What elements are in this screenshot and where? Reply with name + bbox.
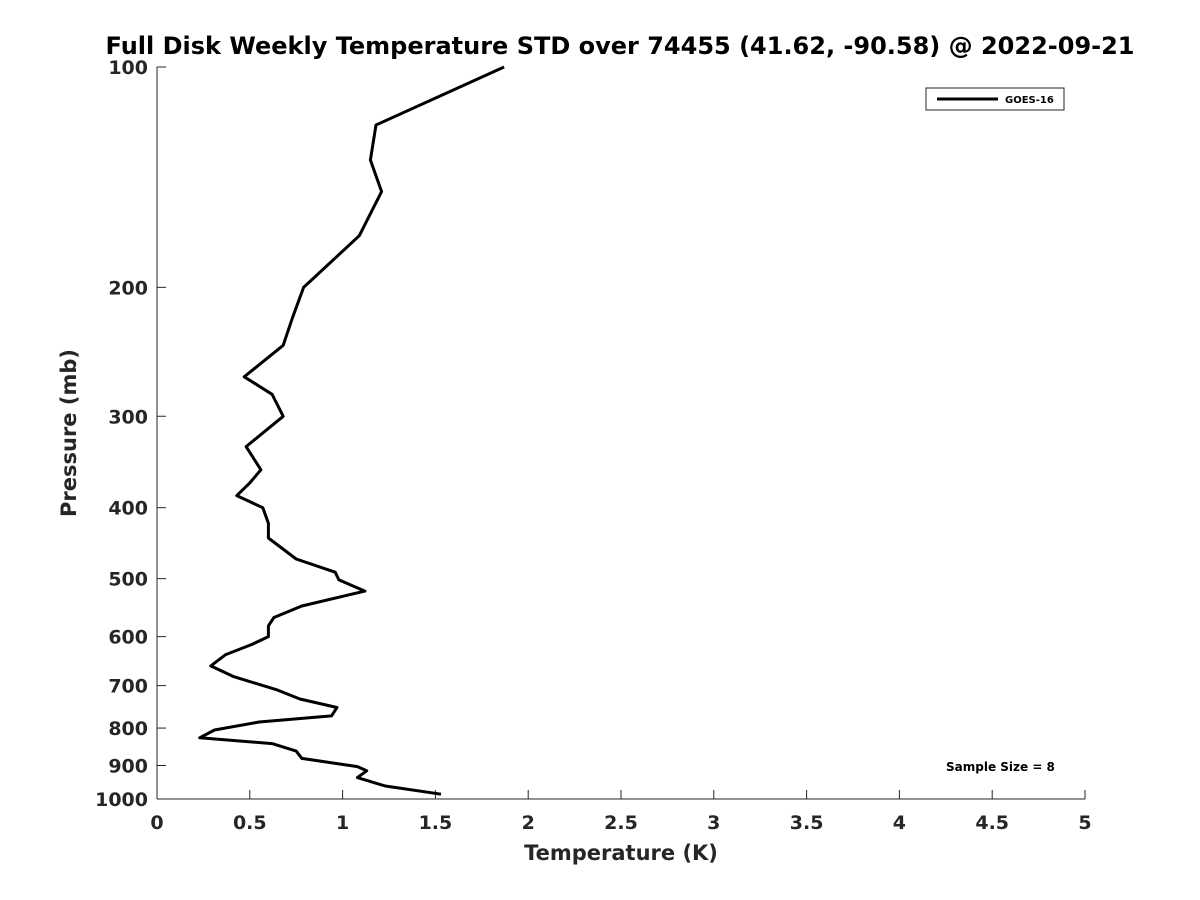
series-line-goes-16 (198, 65, 505, 796)
y-tick-label: 500 (108, 569, 148, 591)
y-axis-label: Pressure (mb) (57, 349, 81, 517)
x-tick-label: 2 (522, 812, 535, 834)
y-tick-label: 900 (108, 756, 148, 778)
x-axis-label: Temperature (K) (524, 841, 718, 865)
x-tick-label: 1.5 (419, 812, 453, 834)
legend: GOES-16 (925, 87, 1065, 111)
plot-area (157, 67, 1085, 799)
y-axis-ticks: 100 200 300 400 500 600 700 800 900 1000 (95, 57, 166, 811)
plot-background (157, 67, 1085, 799)
x-tick-label: 4.5 (975, 812, 1009, 834)
y-tick-label: 300 (108, 406, 148, 428)
y-tick-label: 400 (108, 498, 148, 520)
y-tick-label: 1000 (95, 789, 148, 811)
x-tick-label: 1 (336, 812, 349, 834)
y-tick-label: 200 (108, 277, 148, 299)
x-tick-label: 0.5 (233, 812, 267, 834)
x-tick-label: 5 (1078, 812, 1091, 834)
y-tick-label: 700 (108, 676, 148, 698)
x-axis-ticks: 0 0.5 1 1.5 2 2.5 3 3.5 4 4.5 5 (150, 790, 1092, 834)
y-tick-label: 600 (108, 627, 148, 649)
x-tick-label: 3 (707, 812, 720, 834)
x-tick-label: 3.5 (790, 812, 824, 834)
chart-title: Full Disk Weekly Temperature STD over 74… (106, 32, 1135, 60)
sample-size-annotation: Sample Size = 8 (946, 760, 1055, 774)
x-tick-label: 2.5 (604, 812, 638, 834)
series-layer (198, 65, 505, 796)
legend-label-goes-16: GOES-16 (1005, 95, 1054, 106)
x-tick-label: 0 (150, 812, 163, 834)
x-tick-label: 4 (893, 812, 906, 834)
y-tick-label: 100 (108, 57, 148, 79)
y-tick-label: 800 (108, 718, 148, 740)
